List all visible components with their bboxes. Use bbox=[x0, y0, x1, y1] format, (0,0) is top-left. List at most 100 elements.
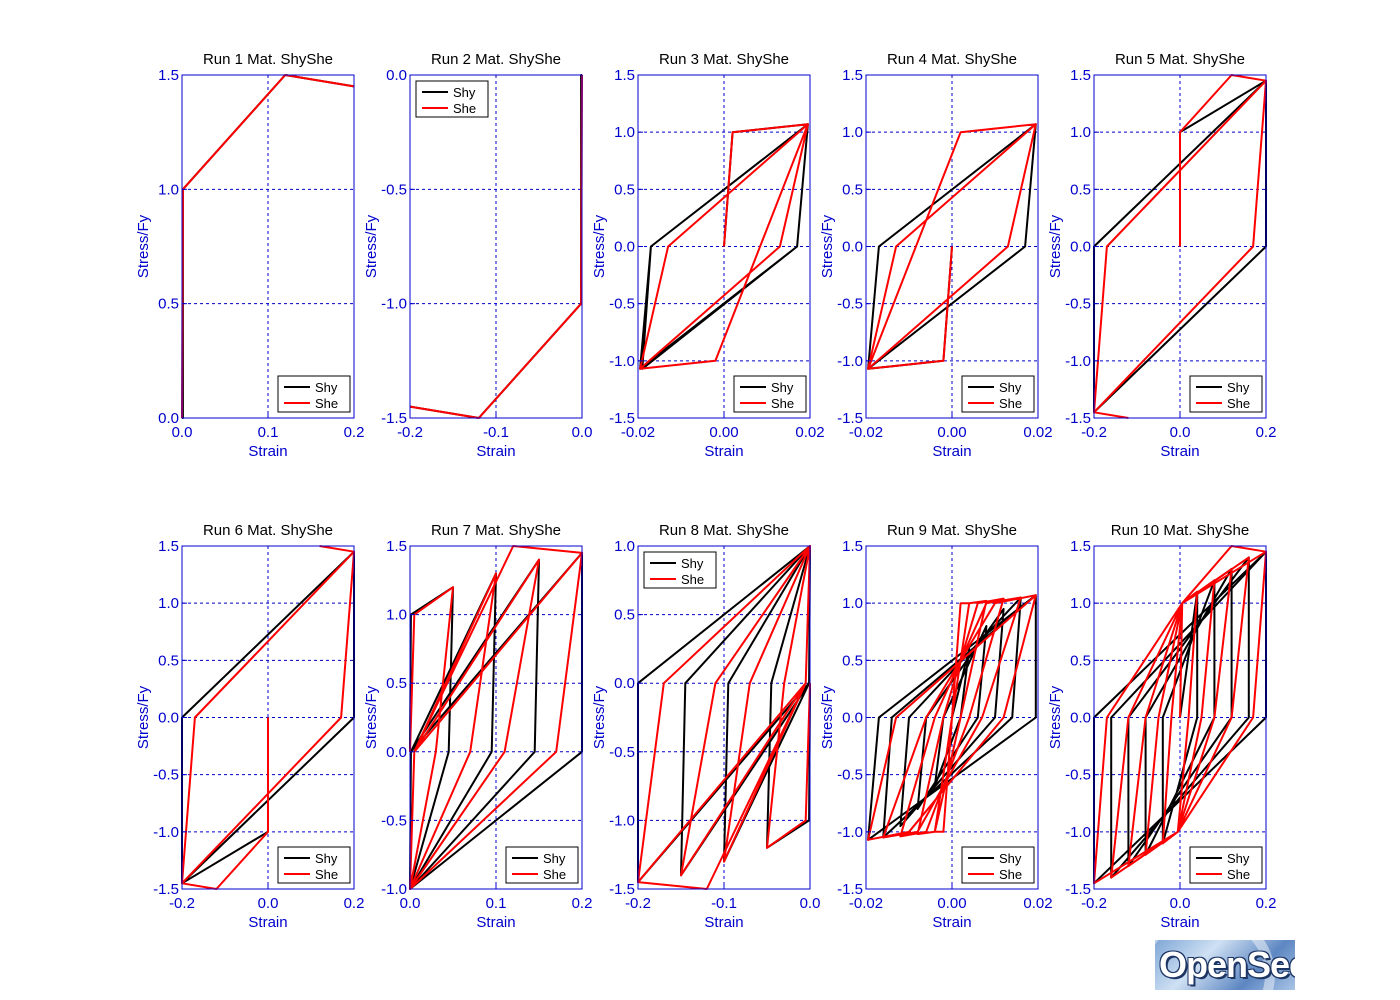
legend-label: She bbox=[771, 396, 794, 411]
legend-label: She bbox=[681, 572, 704, 587]
series-line-she bbox=[409, 545, 583, 890]
x-tick-label: 0.02 bbox=[795, 424, 824, 441]
x-tick-label: 0.2 bbox=[344, 424, 365, 441]
legend-box bbox=[277, 375, 351, 413]
y-tick-label: 0.5 bbox=[386, 675, 407, 692]
subplot-run-4: -0.02 0.00 0.02 -1.5 -1.0 -0.5 0.0 0.5 1.0 1.5 Run… bbox=[819, 51, 1053, 460]
subplot-run-7: 0.0 0.1 0.2 -1.0 -0.5 0.0 0.5 1.0 1.5 Run 7 Mat. … bbox=[363, 522, 592, 931]
chart-title: Run 8 Mat. ShyShe bbox=[659, 522, 789, 539]
legend: ShyShe bbox=[277, 375, 351, 413]
legend-label: Shy bbox=[453, 85, 476, 100]
x-axis-label: Strain bbox=[932, 443, 971, 460]
y-tick-label: 0.5 bbox=[1070, 181, 1091, 198]
chart-title: Run 5 Mat. ShyShe bbox=[1115, 51, 1245, 68]
legend: ShyShe bbox=[733, 375, 807, 413]
y-tick-label: -1.5 bbox=[837, 410, 863, 427]
subplot-run-5: -0.2 0.0 0.2 -1.5 -1.0 -0.5 0.0 0.5 1.0 1.5 Run 5 … bbox=[1047, 51, 1276, 460]
y-tick-label: 1.0 bbox=[842, 124, 863, 141]
series-line-shy bbox=[409, 74, 583, 419]
x-axis-label: Strain bbox=[248, 914, 287, 931]
legend-box bbox=[733, 375, 807, 413]
x-tick-label: -0.2 bbox=[397, 424, 423, 441]
legend-label: Shy bbox=[315, 851, 338, 866]
x-tick-label: 0.00 bbox=[937, 895, 966, 912]
y-tick-label: 1.0 bbox=[614, 124, 635, 141]
subplot-run-9: -0.02 0.00 0.02 -1.5 -1.0 -0.5 0.0 0.5 1.0 1.5 Run… bbox=[819, 522, 1053, 931]
x-tick-label: 0.2 bbox=[1256, 895, 1277, 912]
legend-box bbox=[505, 846, 579, 884]
y-tick-label: 1.5 bbox=[158, 67, 179, 84]
subplot-run-8: -0.2 -0.1 0.0 -1.5 -1.0 -0.5 0.0 0.5 1.0 Run 8 Ma… bbox=[591, 522, 820, 931]
legend: ShyShe bbox=[277, 846, 351, 884]
x-tick-label: 0.0 bbox=[172, 424, 193, 441]
subplot-run-6: -0.2 0.0 0.2 -1.5 -1.0 -0.5 0.0 0.5 1.0 1.5 Run 6 … bbox=[135, 522, 364, 931]
y-tick-label: 0.5 bbox=[614, 607, 635, 624]
y-tick-label: 0.0 bbox=[614, 239, 635, 256]
chart-title: Run 6 Mat. ShyShe bbox=[203, 522, 333, 539]
y-axis-label: Stress/Fy bbox=[819, 685, 836, 749]
y-tick-label: 1.0 bbox=[158, 595, 179, 612]
y-tick-label: 1.5 bbox=[386, 538, 407, 555]
chart-title: Run 7 Mat. ShyShe bbox=[431, 522, 561, 539]
y-tick-label: -1.0 bbox=[837, 824, 863, 841]
x-tick-label: 0.0 bbox=[1170, 424, 1191, 441]
chart-title: Run 10 Mat. ShyShe bbox=[1111, 522, 1249, 539]
series-line-she bbox=[1093, 545, 1267, 885]
x-tick-label: -0.1 bbox=[483, 424, 509, 441]
legend-label: Shy bbox=[1227, 380, 1250, 395]
chart-title: Run 1 Mat. ShyShe bbox=[203, 51, 333, 68]
legend-box bbox=[961, 846, 1035, 884]
y-tick-label: 1.5 bbox=[842, 67, 863, 84]
y-tick-label: 0.0 bbox=[1070, 239, 1091, 256]
x-tick-label: -0.02 bbox=[621, 424, 655, 441]
y-tick-label: -1.5 bbox=[609, 410, 635, 427]
x-axis-label: Strain bbox=[1160, 443, 1199, 460]
x-tick-label: 0.0 bbox=[1170, 895, 1191, 912]
chart-title: Run 9 Mat. ShyShe bbox=[887, 522, 1017, 539]
subplot-run-3: -0.02 0.00 0.02 -1.5 -1.0 -0.5 0.0 0.5 1.0 1.5 Run… bbox=[591, 51, 825, 460]
y-tick-label: 1.5 bbox=[158, 538, 179, 555]
y-tick-label: 1.0 bbox=[842, 595, 863, 612]
y-tick-label: -0.5 bbox=[381, 812, 407, 829]
x-tick-label: -0.2 bbox=[169, 895, 195, 912]
y-axis-label: Stress/Fy bbox=[135, 214, 152, 278]
y-tick-label: -1.0 bbox=[1065, 353, 1091, 370]
x-tick-label: 0.0 bbox=[400, 895, 421, 912]
y-tick-label: 0.5 bbox=[842, 181, 863, 198]
y-tick-label: -1.0 bbox=[609, 353, 635, 370]
x-axis-label: Strain bbox=[476, 914, 515, 931]
y-tick-label: 0.5 bbox=[842, 652, 863, 669]
legend-box bbox=[415, 80, 489, 118]
y-axis-label: Stress/Fy bbox=[819, 214, 836, 278]
series-line-she bbox=[637, 545, 811, 890]
x-tick-label: 0.2 bbox=[344, 895, 365, 912]
y-tick-label: 1.5 bbox=[1070, 67, 1091, 84]
legend-box bbox=[1189, 375, 1263, 413]
y-tick-label: -1.0 bbox=[837, 353, 863, 370]
y-tick-label: 1.0 bbox=[614, 538, 635, 555]
y-tick-label: 1.0 bbox=[1070, 595, 1091, 612]
y-tick-label: 0.0 bbox=[1070, 710, 1091, 727]
x-axis-label: Strain bbox=[476, 443, 515, 460]
y-tick-label: 0.5 bbox=[158, 652, 179, 669]
plot-frame bbox=[409, 74, 583, 419]
x-axis-label: Strain bbox=[248, 443, 287, 460]
chart-title: Run 2 Mat. ShyShe bbox=[431, 51, 561, 68]
y-tick-label: 0.5 bbox=[614, 181, 635, 198]
series-line-she bbox=[867, 123, 1037, 370]
y-tick-label: -0.5 bbox=[837, 767, 863, 784]
legend-label: She bbox=[543, 867, 566, 882]
y-tick-label: -0.5 bbox=[1065, 767, 1091, 784]
y-tick-label: 0.0 bbox=[386, 67, 407, 84]
x-tick-label: -0.2 bbox=[625, 895, 651, 912]
y-tick-label: -0.5 bbox=[609, 744, 635, 761]
y-tick-label: -1.5 bbox=[1065, 410, 1091, 427]
y-axis-label: Stress/Fy bbox=[363, 685, 380, 749]
x-tick-label: 0.2 bbox=[1256, 424, 1277, 441]
x-tick-label: -0.02 bbox=[849, 424, 883, 441]
opensees-logo: OpenSees bbox=[1155, 940, 1295, 990]
legend-label: She bbox=[1227, 867, 1250, 882]
chart-title: Run 4 Mat. ShyShe bbox=[887, 51, 1017, 68]
x-tick-label: -0.2 bbox=[1081, 424, 1107, 441]
